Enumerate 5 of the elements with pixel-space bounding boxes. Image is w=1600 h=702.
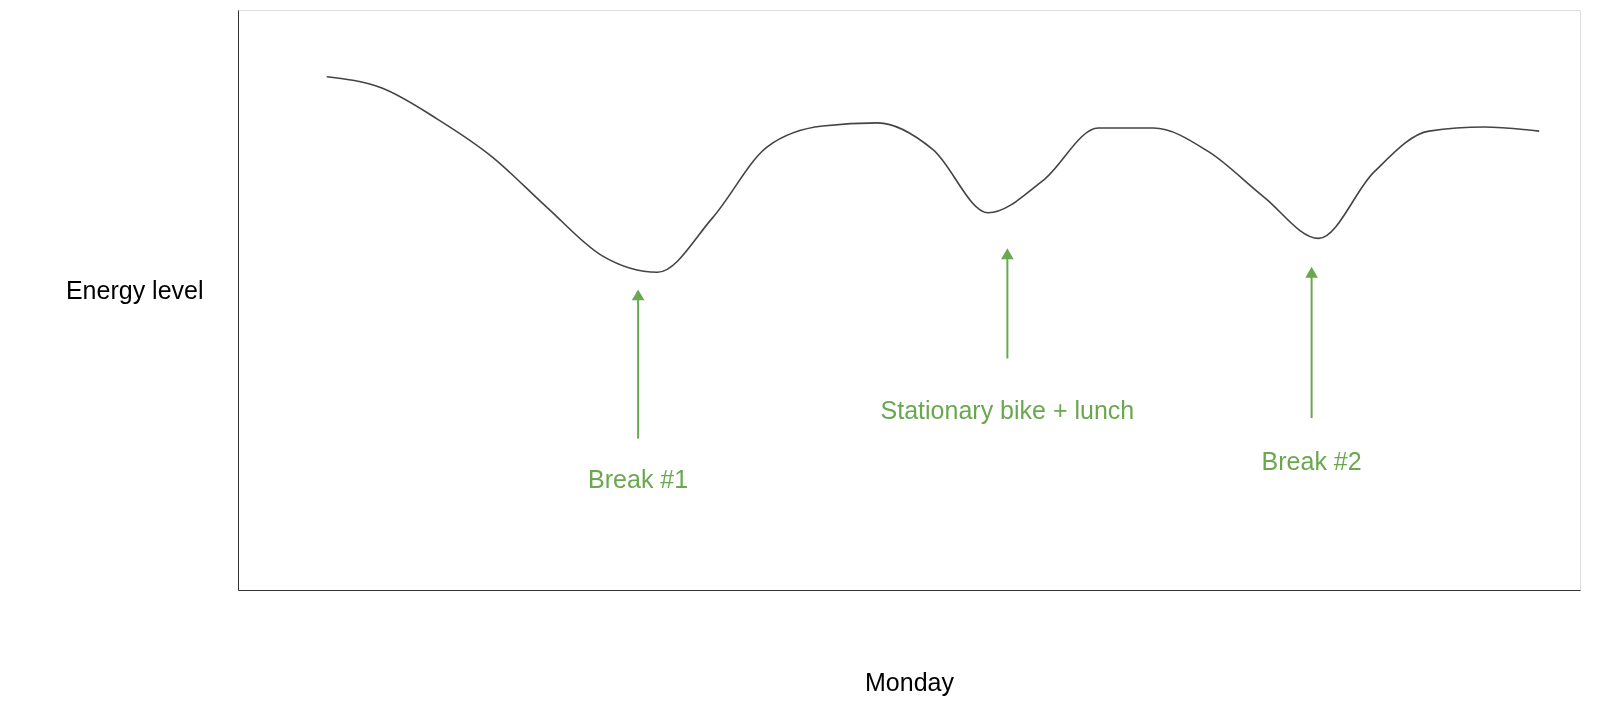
annotation: Break #1 — [588, 464, 689, 493]
y-axis-title: Energy level — [65, 275, 204, 304]
annotation: Break #2 — [1261, 447, 1362, 476]
annotation: Stationary bike + lunch — [880, 395, 1135, 424]
x-axis-title: Monday — [865, 667, 955, 696]
